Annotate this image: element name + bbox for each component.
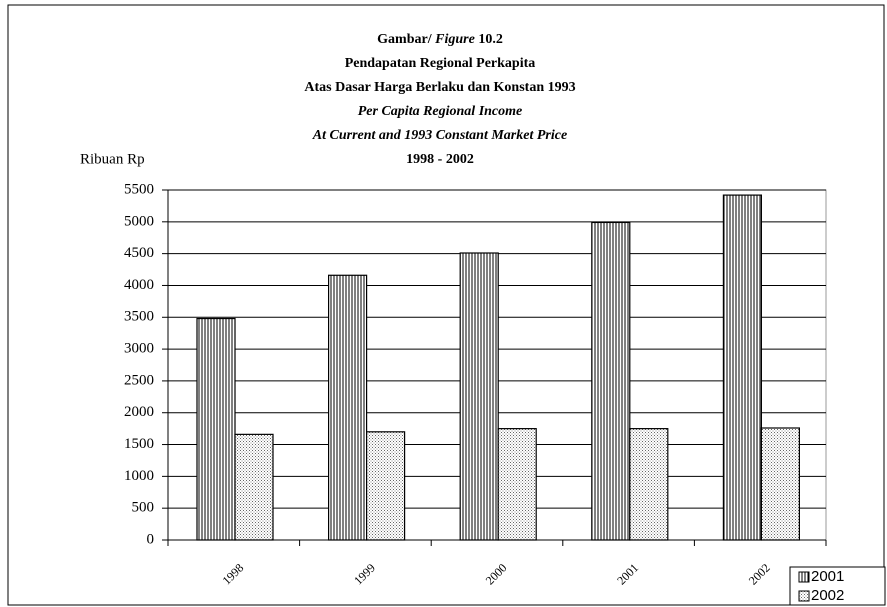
bar xyxy=(722,194,763,541)
bar xyxy=(328,274,368,541)
legend-label: 2002 xyxy=(811,587,844,604)
chart-title: Atas Dasar Harga Berlaku dan Konstan 199… xyxy=(304,80,575,95)
y-tick-label: 4000 xyxy=(124,277,154,293)
y-tick-label: 1000 xyxy=(124,468,154,484)
legend: 2001 2002 xyxy=(789,566,886,606)
bar xyxy=(234,433,274,541)
y-tick-label: 4500 xyxy=(124,245,154,261)
bar xyxy=(629,428,669,541)
legend-swatch xyxy=(798,590,810,602)
legend-label: 2001 xyxy=(811,568,844,585)
bar xyxy=(760,427,801,541)
chart-subtitle: At Current and 1993 Constant Market Pric… xyxy=(312,128,567,143)
chart-subtitle: Per Capita Regional Income xyxy=(358,104,523,119)
y-tick-label: 3000 xyxy=(124,341,154,357)
chart-title: Gambar/ Figure 10.2 xyxy=(377,32,503,47)
bar xyxy=(591,221,631,541)
bar xyxy=(497,428,537,541)
y-tick-label: 2500 xyxy=(124,372,154,388)
bar xyxy=(196,317,236,541)
y-tick-label: 5500 xyxy=(124,181,154,197)
bar xyxy=(459,252,499,541)
y-tick-label: 3500 xyxy=(124,309,154,325)
bar xyxy=(366,431,406,541)
y-axis-label: Ribuan Rp xyxy=(80,151,145,167)
y-tick-label: 1500 xyxy=(124,436,154,452)
legend-swatch xyxy=(798,571,810,583)
y-tick-label: 2000 xyxy=(124,404,154,420)
chart-subtitle: 1998 - 2002 xyxy=(406,152,474,167)
y-tick-label: 5000 xyxy=(124,213,154,229)
chart-title: Pendapatan Regional Perkapita xyxy=(345,56,536,71)
y-tick-label: 0 xyxy=(147,531,155,547)
y-tick-label: 500 xyxy=(132,500,155,516)
